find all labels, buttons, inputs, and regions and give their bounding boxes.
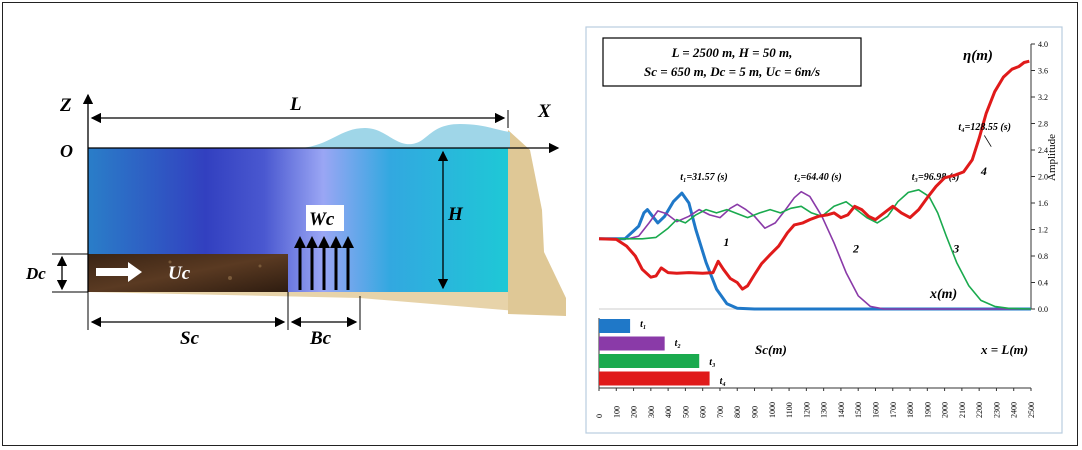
params-line-1: L = 2500 m, H = 50 m, — [671, 45, 793, 60]
thickness-label: Dc — [25, 264, 46, 283]
x-tick-label: 1600 — [871, 402, 880, 418]
bar-label-3: t₃ — [709, 357, 715, 368]
gap-length-label: Bc — [309, 328, 332, 349]
series-line-2 — [599, 190, 1031, 310]
x-tick-label: 900 — [751, 406, 760, 418]
time-label-3: t₃=96.98 (s) — [912, 172, 960, 183]
x-tick-label: 0 — [595, 414, 604, 418]
curve-label-1: 1 — [723, 235, 729, 249]
x-tick-label: 2300 — [992, 402, 1001, 418]
curve-label-3: 3 — [952, 242, 959, 256]
x-title: x(m) — [929, 287, 957, 302]
series-line-1 — [599, 191, 1031, 311]
vertical-velocity-arrows — [294, 236, 354, 290]
y-tick-label: 1.6 — [1038, 199, 1048, 208]
y-tick-label: 1.2 — [1038, 226, 1048, 235]
y-tick-label: 3.6 — [1038, 67, 1048, 76]
uc-label: Uc — [168, 263, 191, 284]
x-tick-label: 1200 — [802, 402, 811, 418]
x-tick-label: 600 — [699, 406, 708, 418]
y-tick-label: 4.0 — [1038, 40, 1048, 49]
wc-box — [306, 205, 344, 231]
x-tick-label: 700 — [716, 406, 725, 418]
x-axis-label: X — [537, 101, 552, 122]
time-label-2: t₂=64.40 (s) — [794, 172, 842, 183]
x-tick-label: 1000 — [768, 402, 777, 418]
t4-leader — [984, 135, 992, 147]
y-title: η(m) — [963, 48, 993, 64]
x-tick-label: 2100 — [958, 402, 967, 418]
wc-label: Wc — [309, 209, 335, 230]
curve-label-4: 4 — [980, 164, 987, 178]
x-tick-label: 1400 — [837, 402, 846, 418]
slide-velocity-arrow — [96, 262, 142, 282]
series-line-4 — [598, 59, 1030, 291]
curve-label-2: 2 — [852, 242, 859, 256]
shore-slope — [508, 130, 566, 316]
y-tick-label: 0.4 — [1038, 279, 1048, 288]
params-line-2: Sc = 650 m, Dc = 5 m, Uc = 6m/s — [644, 64, 820, 79]
y-tick-label: 2.0 — [1038, 173, 1048, 182]
y-tick-label: 0.8 — [1038, 252, 1048, 261]
depth-label: H — [447, 204, 464, 225]
y-tick-label: 3.2 — [1038, 93, 1048, 102]
x-tick-label: 200 — [630, 406, 639, 418]
x-tick-label: 500 — [681, 406, 690, 418]
x-tick-label: 1500 — [854, 402, 863, 418]
bar-1 — [599, 319, 631, 333]
bar-label-2: t₂ — [675, 338, 681, 349]
x-tick-label: 1300 — [820, 402, 829, 418]
amplitude-chart: L = 2500 m, H = 50 m, Sc = 650 m, Dc = 5… — [585, 26, 1063, 434]
bar-4 — [599, 371, 710, 386]
x-tick-label: 2000 — [941, 402, 950, 418]
time-label-4: t₄=128.55 (s) — [958, 122, 1011, 133]
slide-length-label: Sc — [180, 328, 200, 349]
y-tick-label: 0.0 — [1038, 305, 1048, 314]
bar-axis-label: Sc(m) — [755, 342, 787, 357]
x-tick-label: 1100 — [785, 402, 794, 418]
y-axis-label: Amplitude — [1046, 134, 1058, 181]
x-tick-label: 800 — [733, 406, 742, 418]
x-tick-label: 300 — [647, 406, 656, 418]
x-tick-label: 1800 — [906, 402, 915, 418]
params-box — [602, 37, 862, 87]
bar-label-4: t₄ — [720, 376, 726, 387]
bar-2 — [599, 336, 665, 351]
y-tick-label: 2.8 — [1038, 120, 1048, 129]
x-tick-label: 2400 — [1010, 402, 1019, 418]
x-tick-label: 2200 — [975, 402, 984, 418]
bar-3 — [599, 354, 700, 368]
x-tick-label: 100 — [612, 406, 621, 418]
length-label: L — [289, 94, 302, 115]
bar-label-1: t₁ — [640, 319, 646, 330]
x-tick-label: 1700 — [889, 402, 898, 418]
time-label-1: t₁=31.57 (s) — [680, 172, 728, 183]
x-tick-label: 400 — [664, 406, 673, 418]
z-axis-label: Z — [59, 95, 72, 116]
y-tick-label: 2.4 — [1038, 146, 1048, 155]
origin-label: O — [60, 141, 73, 161]
right-annotation: x = L(m) — [980, 342, 1028, 357]
x-tick-label: 1900 — [923, 402, 932, 418]
x-tick-label: 2500 — [1027, 402, 1036, 418]
surface-wave — [300, 124, 510, 148]
slide-schematic: Uc Wc Z X O L H Dc Sc Bc — [25, 93, 566, 349]
